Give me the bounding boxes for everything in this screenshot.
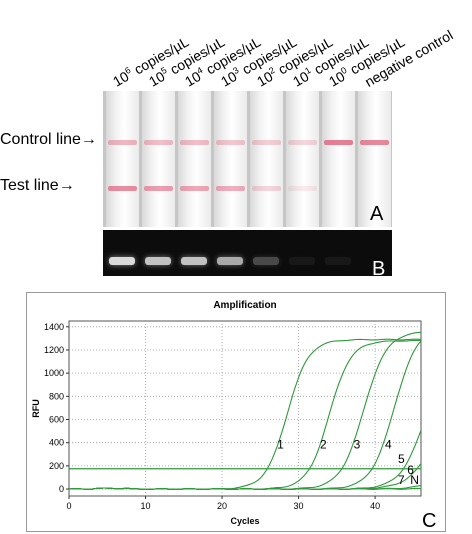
curve-label: 2 bbox=[320, 437, 327, 451]
control-band bbox=[360, 140, 389, 145]
amplification-chart: Amplification 0 10 20 30 40 0 200 400 600 800 1000 1… bbox=[26, 292, 446, 532]
y-tick-label: 1000 bbox=[44, 368, 64, 378]
y-tick-label: 600 bbox=[49, 415, 64, 425]
panel-b-letter: B bbox=[372, 258, 386, 280]
test-band bbox=[288, 186, 317, 191]
gel-band bbox=[289, 257, 315, 265]
control-band bbox=[216, 140, 245, 145]
test-strip bbox=[106, 91, 139, 227]
control-band bbox=[252, 140, 281, 145]
gel-band bbox=[181, 257, 207, 265]
panel-c-letter: C bbox=[422, 510, 437, 532]
test-strip bbox=[358, 91, 391, 227]
test-band bbox=[252, 186, 281, 191]
test-strip bbox=[286, 91, 319, 227]
chart-title: Amplification bbox=[213, 300, 276, 311]
gel-band bbox=[145, 257, 171, 265]
x-tick-label: 10 bbox=[141, 501, 151, 511]
y-tick-label: 800 bbox=[49, 391, 64, 401]
control-band bbox=[324, 140, 353, 145]
test-band bbox=[216, 186, 245, 191]
test-band bbox=[108, 186, 137, 191]
y-tick-label: 400 bbox=[49, 438, 64, 448]
y-axis-label: RFU bbox=[31, 399, 41, 418]
x-tick-label: 0 bbox=[66, 501, 71, 511]
curve-label: 4 bbox=[385, 437, 392, 451]
x-tick-label: 30 bbox=[294, 501, 304, 511]
gel-band bbox=[253, 257, 279, 265]
plot-area bbox=[68, 320, 422, 497]
y-tick-label: 0 bbox=[59, 484, 64, 494]
control-band bbox=[108, 140, 137, 145]
x-tick-label: 40 bbox=[370, 501, 380, 511]
panel-a-letter: A bbox=[370, 203, 384, 225]
curve-label: N bbox=[410, 473, 419, 487]
test-strip bbox=[250, 91, 283, 227]
x-tick-label: 20 bbox=[217, 501, 227, 511]
curve-label: 5 bbox=[398, 452, 405, 466]
curve-label: 6 bbox=[407, 463, 414, 477]
lateral-flow-strips bbox=[103, 91, 392, 227]
y-tick-label: 200 bbox=[49, 461, 64, 471]
test-line-label: Test line→ bbox=[0, 177, 75, 194]
test-strip bbox=[322, 91, 355, 227]
test-strip bbox=[214, 91, 247, 227]
x-axis-label: Cycles bbox=[230, 516, 259, 526]
control-band bbox=[144, 140, 173, 145]
concentration-labels: 106 copies/µL 105 copies/µL 104 copies/µL 1… bbox=[0, 0, 472, 92]
test-band bbox=[144, 186, 173, 191]
y-tick-label: 1400 bbox=[44, 322, 64, 332]
gel-band bbox=[325, 257, 351, 265]
amplification-curve bbox=[68, 487, 422, 490]
test-strip bbox=[178, 91, 211, 227]
control-line-label: Control line→ bbox=[0, 131, 97, 148]
curve-label: 3 bbox=[354, 437, 361, 451]
control-band bbox=[288, 140, 317, 145]
test-band bbox=[180, 186, 209, 191]
test-strip bbox=[142, 91, 175, 227]
curve-label: 1 bbox=[277, 437, 284, 451]
curve-label: 7 bbox=[398, 473, 405, 487]
gel-image bbox=[103, 230, 392, 276]
gel-band bbox=[109, 257, 135, 265]
control-band bbox=[180, 140, 209, 145]
gel-band bbox=[217, 257, 243, 265]
y-tick-label: 1200 bbox=[44, 345, 64, 355]
